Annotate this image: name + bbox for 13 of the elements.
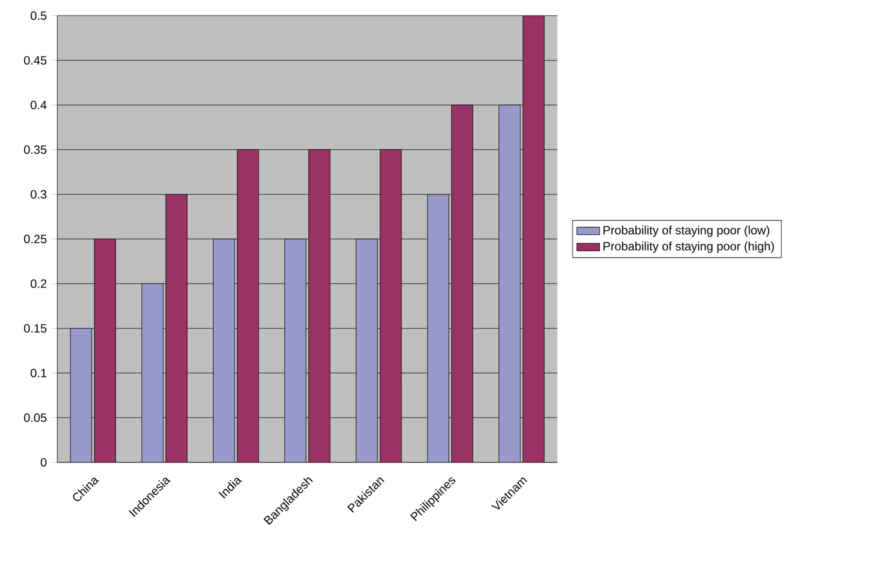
- y-tick-label: 0.05: [24, 413, 46, 422]
- y-tick-label: 0.3: [30, 190, 46, 199]
- y-tick-label: 0.25: [24, 234, 46, 244]
- y-tick-label: 0.4: [30, 100, 47, 110]
- y-tick-label: 0.1: [30, 368, 46, 378]
- y-tick-label: 0.35: [24, 145, 46, 154]
- y-tick-label: 0.2: [30, 279, 46, 288]
- y-tick-label: 0.45: [24, 56, 46, 65]
- y-tick-label: 0: [40, 458, 46, 467]
- y-tick-label: 0.15: [24, 324, 46, 333]
- y-tick-label: 0.5: [30, 11, 46, 20]
- legend-label: Probability of staying poor (high): [604, 242, 774, 253]
- legend-label: Probability of staying poor (low): [604, 226, 770, 237]
